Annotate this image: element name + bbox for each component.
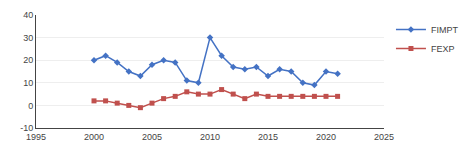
svg-text:-10: -10 <box>20 123 33 133</box>
svg-text:20: 20 <box>23 55 33 65</box>
svg-text:FEXP: FEXP <box>431 44 455 54</box>
svg-text:10: 10 <box>23 78 33 88</box>
svg-text:2005: 2005 <box>142 132 162 142</box>
svg-text:2015: 2015 <box>258 132 278 142</box>
svg-text:FIMPT: FIMPT <box>431 25 458 35</box>
svg-text:2000: 2000 <box>84 132 104 142</box>
svg-text:0: 0 <box>28 101 33 111</box>
svg-text:1995: 1995 <box>26 132 46 142</box>
svg-text:2025: 2025 <box>374 132 394 142</box>
svg-text:30: 30 <box>23 33 33 43</box>
svg-text:2020: 2020 <box>316 132 336 142</box>
svg-text:2010: 2010 <box>200 132 220 142</box>
svg-text:40: 40 <box>23 10 33 20</box>
